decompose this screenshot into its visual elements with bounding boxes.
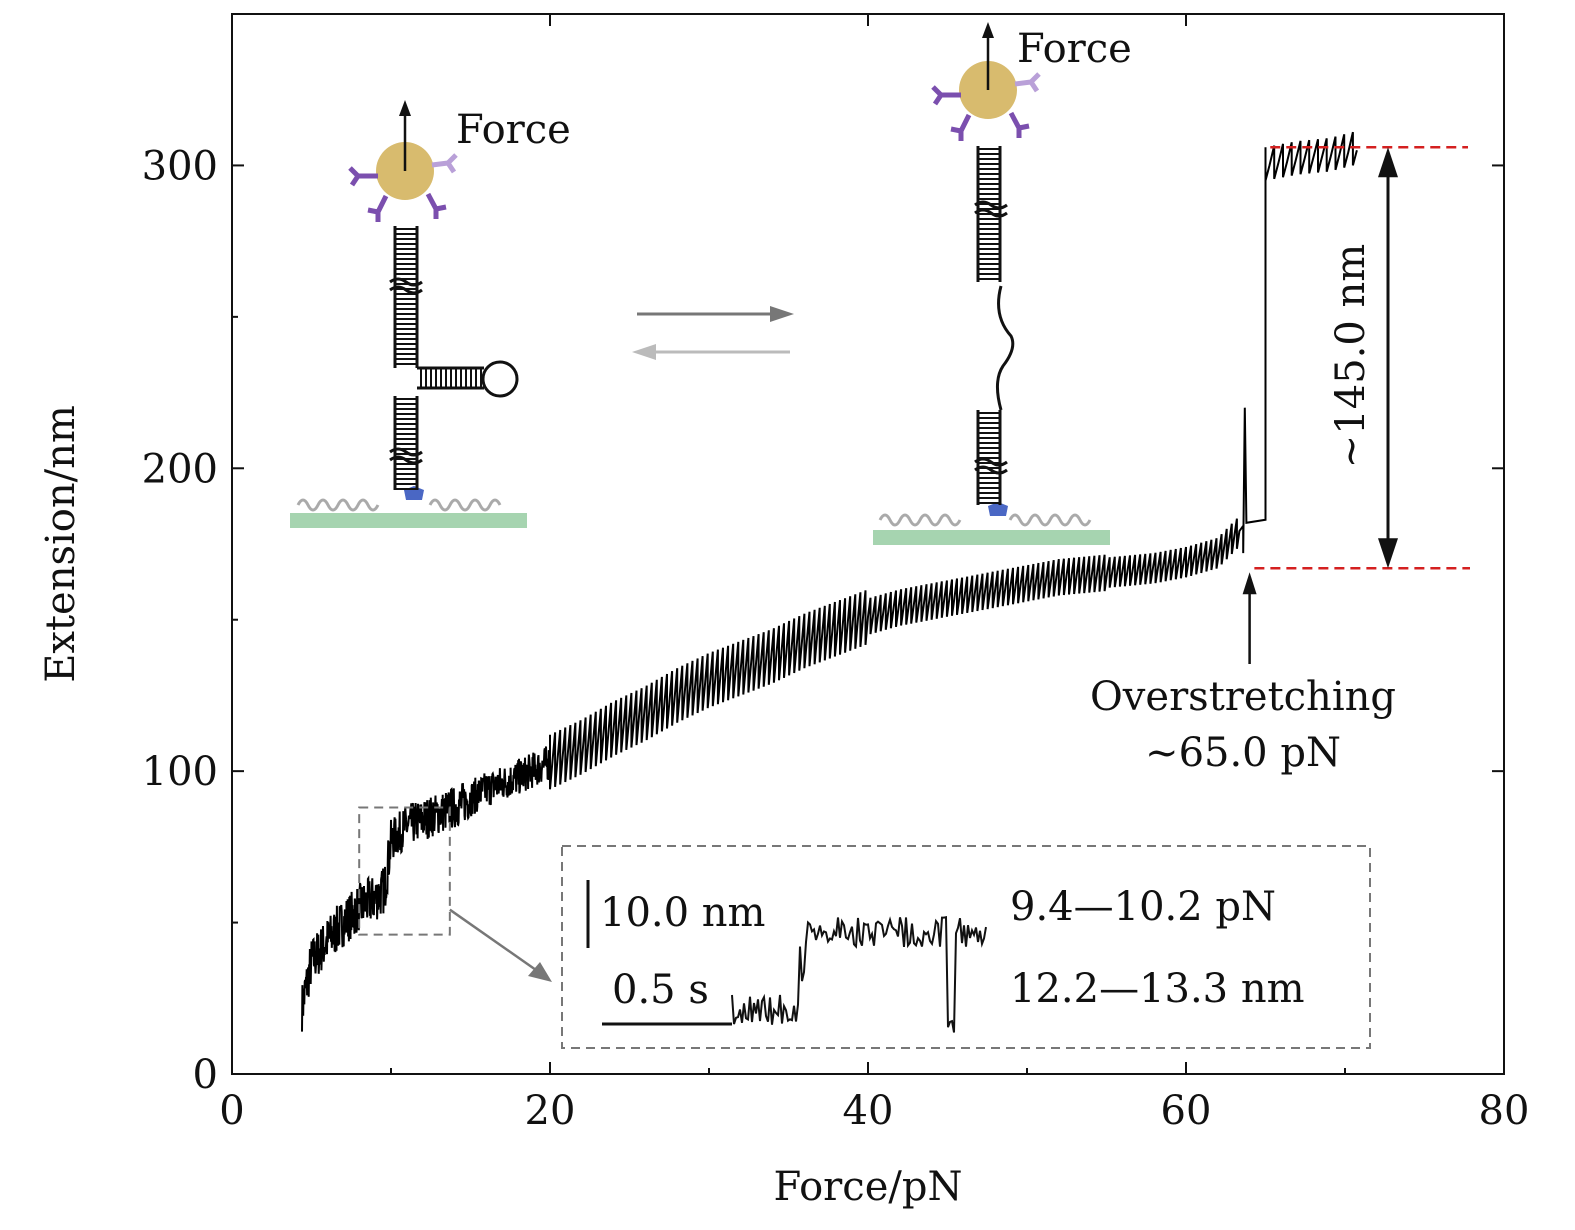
inset-panel: 10.0 nm 0.5 s 9.4—10.2 pN 12.2—13.3 nm bbox=[561, 845, 1371, 1049]
hairpin-loop bbox=[481, 360, 519, 398]
antibody-right-light bbox=[1014, 72, 1041, 93]
inset-extension-range: 12.2—13.3 nm bbox=[1010, 966, 1305, 1012]
break-mark-right-bottom bbox=[974, 457, 1008, 475]
zoom-box bbox=[358, 806, 451, 936]
y-axis-ticks: 0 100 200 300 bbox=[142, 143, 1504, 1098]
y-axis-label: Extension/nm bbox=[38, 405, 84, 683]
surface-right bbox=[873, 530, 1110, 545]
trace-line bbox=[301, 131, 1358, 1032]
forward-arrow-head bbox=[770, 306, 794, 322]
jump-arrow-head-up bbox=[1378, 147, 1398, 178]
dna-duplex-right-bottom bbox=[976, 410, 1002, 505]
break-mark-left-bottom bbox=[389, 447, 423, 465]
zoom-arrow-head bbox=[528, 962, 552, 982]
break-mark-right-top bbox=[974, 200, 1008, 218]
dna-duplex-left-bottom bbox=[393, 396, 419, 490]
zoom-arrow bbox=[449, 908, 537, 972]
antibody-left bbox=[348, 166, 447, 222]
dna-hairpin-stem bbox=[417, 366, 484, 390]
trace-series bbox=[301, 131, 1358, 1032]
surface-left bbox=[290, 513, 527, 528]
force-label-left: Force bbox=[456, 107, 571, 153]
inset-scale-x-label: 0.5 s bbox=[612, 967, 709, 1013]
backward-arrow-head bbox=[632, 344, 656, 360]
force-label-right: Force bbox=[1017, 26, 1132, 72]
jump-label: ~145.0 nm bbox=[1328, 244, 1374, 468]
inset-box bbox=[561, 845, 1371, 1049]
jump-arrow-head-down bbox=[1378, 538, 1398, 569]
overstretch-force-label: ~65.0 pN bbox=[1145, 730, 1341, 776]
inset-scale-y-label: 10.0 nm bbox=[600, 890, 765, 936]
surface-polymer-left bbox=[296, 498, 502, 512]
anchor-right bbox=[988, 502, 1008, 516]
x-tick-label: 20 bbox=[525, 1088, 576, 1134]
inset-trace bbox=[731, 915, 987, 1033]
antibody-right bbox=[931, 85, 1030, 141]
inset-force-range: 9.4—10.2 pN bbox=[1010, 884, 1276, 930]
overstretch-arrow-head bbox=[1242, 572, 1257, 595]
schematic-unfolded: Force bbox=[873, 22, 1132, 545]
x-axis-ticks: 0 20 40 60 80 bbox=[219, 14, 1529, 1134]
dna-duplex-right-top bbox=[976, 146, 1002, 282]
y-tick-label: 200 bbox=[142, 446, 218, 492]
force-arrow-left-head bbox=[399, 100, 411, 116]
force-arrow-right-head bbox=[982, 22, 994, 38]
ssdna-strand bbox=[996, 285, 1015, 411]
x-tick-label: 40 bbox=[843, 1088, 894, 1134]
dna-duplex-left-top bbox=[393, 226, 419, 368]
y-tick-label: 0 bbox=[193, 1052, 218, 1098]
x-tick-label: 60 bbox=[1161, 1088, 1212, 1134]
x-axis-label: Force/pN bbox=[774, 1164, 963, 1210]
y-tick-label: 100 bbox=[142, 749, 218, 795]
x-tick-label: 0 bbox=[219, 1088, 244, 1134]
surface-polymer-right bbox=[878, 513, 1092, 527]
overstretch-label: Overstretching bbox=[1090, 674, 1396, 720]
antibody-left-light bbox=[431, 153, 458, 174]
x-tick-label: 80 bbox=[1479, 1088, 1530, 1134]
schematic-folded: Force bbox=[290, 100, 571, 528]
break-mark-left-top bbox=[389, 277, 423, 295]
y-tick-label: 300 bbox=[142, 143, 218, 189]
